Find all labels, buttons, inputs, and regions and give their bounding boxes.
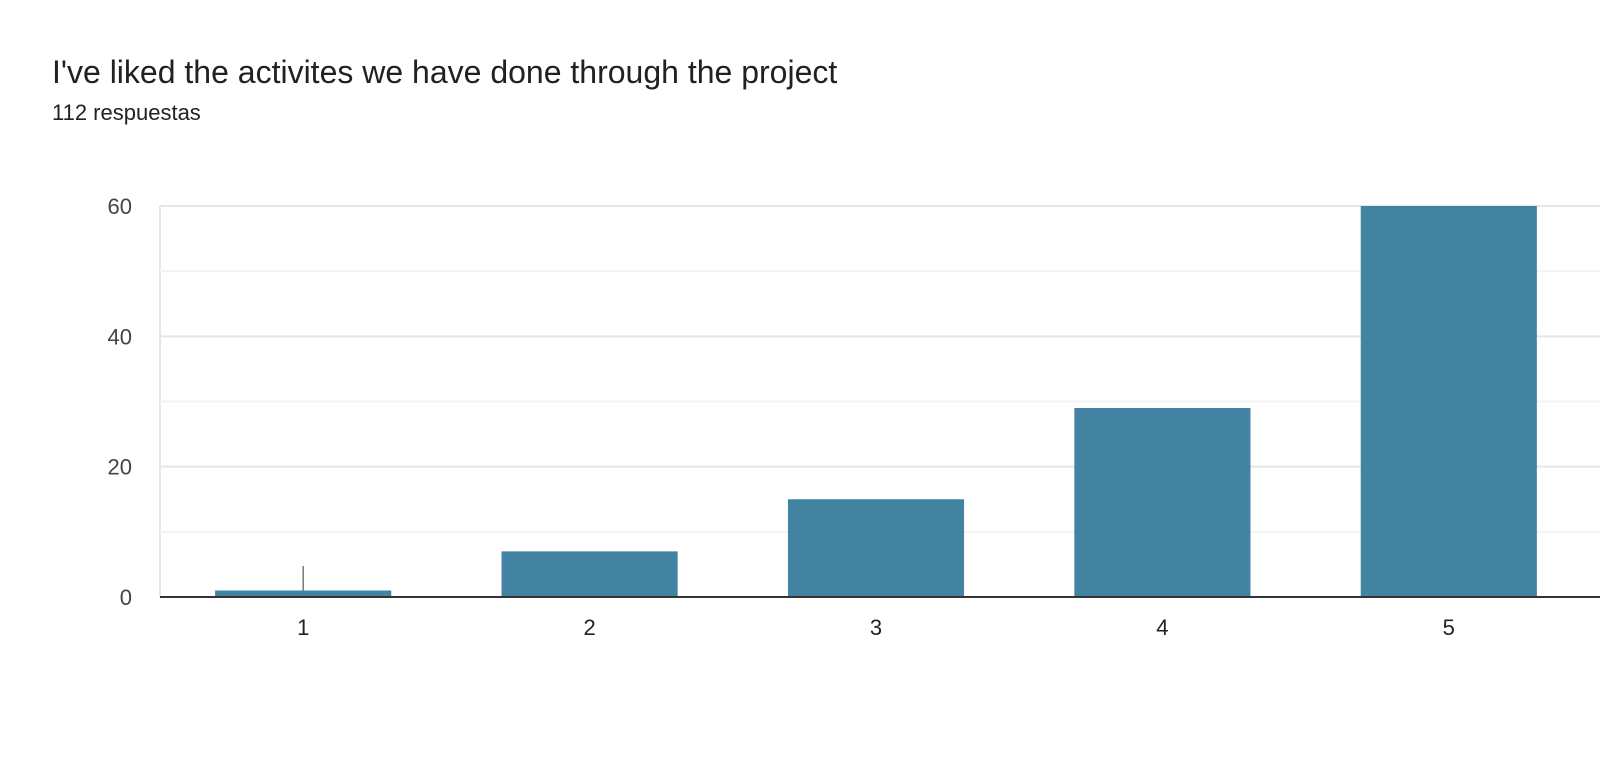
x-tick-label: 4	[1156, 615, 1168, 640]
x-axis-ticks: 1 2 3 4 5	[297, 615, 1455, 640]
grid-lines	[159, 205, 1600, 597]
y-tick-label: 40	[108, 324, 132, 349]
x-tick-label: 2	[583, 615, 595, 640]
bar-5	[1360, 206, 1537, 597]
bars	[215, 206, 1537, 597]
y-tick-label: 60	[108, 194, 132, 219]
bar-4	[1074, 408, 1251, 597]
bar-1	[215, 590, 392, 597]
response-count: 112 respuestas	[52, 100, 201, 125]
y-tick-label: 0	[120, 585, 132, 610]
bar-3	[787, 499, 965, 597]
bar-2	[501, 551, 678, 597]
chart-title: I've liked the activites we have done th…	[52, 54, 838, 90]
x-tick-label: 3	[870, 615, 882, 640]
x-tick-label: 1	[297, 615, 309, 640]
y-tick-label: 20	[108, 455, 132, 480]
x-tick-label: 5	[1443, 615, 1455, 640]
y-axis-ticks: 0 20 40 60	[108, 194, 132, 610]
chart-header: I've liked the activites we have done th…	[52, 50, 837, 128]
